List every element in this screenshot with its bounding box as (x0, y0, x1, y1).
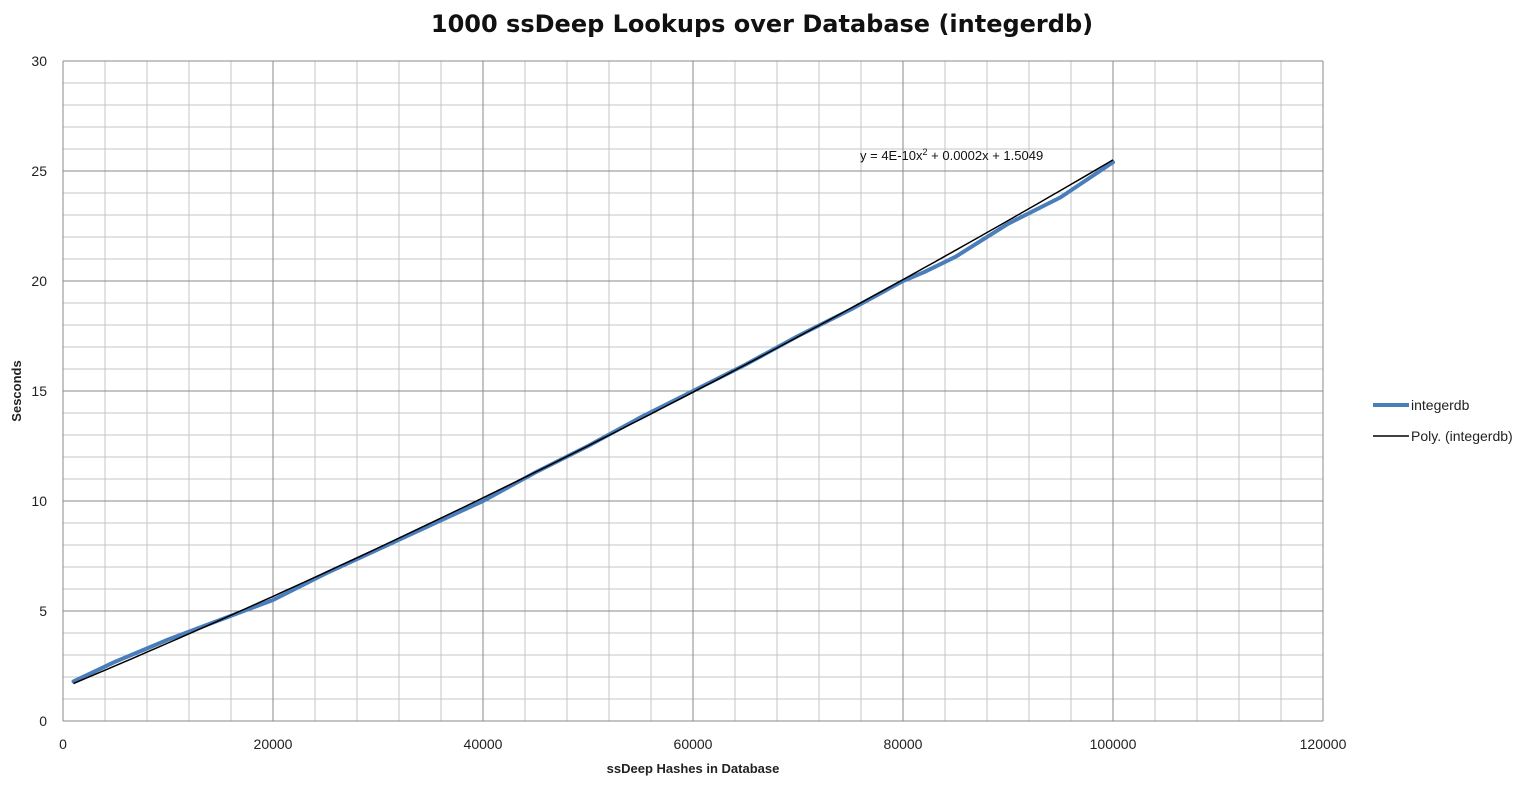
series-layer (71, 159, 1115, 685)
major-gridlines (62, 60, 1324, 722)
y-tick-label: 10 (31, 493, 47, 509)
legend: integerdb Poly. (integerdb) (1373, 397, 1513, 444)
x-tick-label: 60000 (674, 736, 713, 752)
trendline-poly-integerdb (73, 159, 1114, 685)
trendline-equation: y = 4E-10x2 + 0.0002x + 1.5049 (860, 147, 1043, 163)
x-tick-labels: 0 20000 40000 60000 80000 100000 120000 (59, 736, 1346, 752)
y-axis-title: Sesconds (9, 360, 24, 421)
legend-poly-integerdb-label: Poly. (integerdb) (1411, 428, 1513, 444)
x-tick-label: 0 (59, 736, 67, 752)
x-tick-label: 120000 (1300, 736, 1347, 752)
y-tick-label: 5 (39, 603, 47, 619)
y-tick-label: 30 (31, 53, 47, 69)
x-tick-label: 40000 (464, 736, 503, 752)
y-tick-label: 0 (39, 713, 47, 729)
y-tick-labels: 0 5 10 15 20 25 30 (31, 53, 47, 729)
y-tick-label: 25 (31, 163, 47, 179)
legend-integerdb-label: integerdb (1411, 397, 1470, 413)
y-tick-label: 15 (31, 383, 47, 399)
chart-title: 1000 ssDeep Lookups over Database (integ… (431, 10, 1093, 38)
x-tick-label: 80000 (884, 736, 923, 752)
x-tick-label: 20000 (254, 736, 293, 752)
y-tick-label: 20 (31, 273, 47, 289)
x-axis-title: ssDeep Hashes in Database (607, 761, 780, 776)
series-line-integerdb (71, 160, 1115, 684)
x-tick-label: 100000 (1090, 736, 1137, 752)
